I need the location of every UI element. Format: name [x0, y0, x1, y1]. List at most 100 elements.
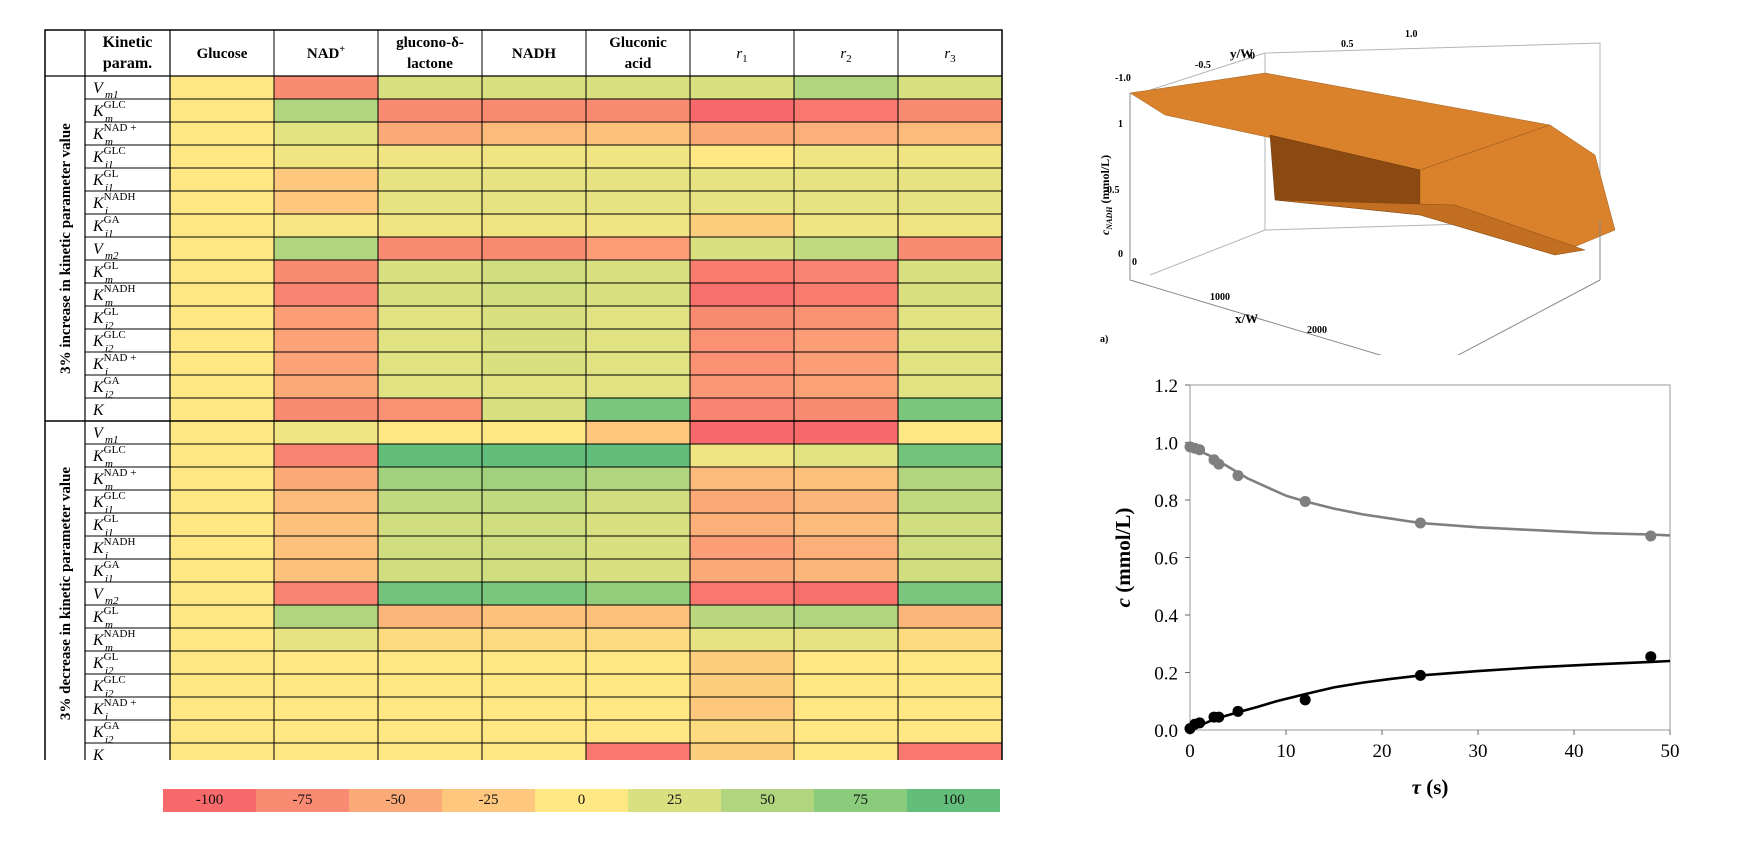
heat-cell — [273, 351, 379, 376]
heat-cell — [897, 604, 1003, 629]
heat-cell — [169, 742, 275, 760]
heat-cell — [273, 420, 379, 445]
heat-cell — [169, 144, 275, 169]
param-label: K — [92, 402, 105, 419]
param-label: KGA i2 — [92, 375, 120, 401]
heat-cell — [585, 443, 691, 468]
heat-cell — [481, 558, 587, 583]
z-tick-1: 1 — [1118, 119, 1123, 130]
heat-cell — [273, 305, 379, 330]
heat-cell — [273, 650, 379, 675]
column-header: r3 — [944, 46, 956, 65]
heat-cell — [377, 374, 483, 399]
heat-cell — [585, 627, 691, 652]
heat-cell — [481, 581, 587, 606]
heat-cell — [793, 351, 899, 376]
heat-cell — [585, 374, 691, 399]
heat-cell — [481, 535, 587, 560]
heat-cell — [169, 581, 275, 606]
param-header-line1: Kinetic — [103, 34, 153, 51]
data-point — [1194, 444, 1206, 456]
heat-cell — [481, 420, 587, 445]
color-scale-legend: -100 -75 -50 -25 0 25 50 75 100 — [163, 789, 1000, 812]
heat-cell — [793, 466, 899, 491]
heat-cell — [585, 512, 691, 537]
heat-cell — [689, 558, 795, 583]
param-label: KGA i1 — [92, 214, 120, 240]
heat-cell — [169, 627, 275, 652]
x-tick-label: 50 — [1661, 741, 1680, 762]
heat-cell — [169, 328, 275, 353]
heat-cell — [897, 489, 1003, 514]
heat-cell — [169, 673, 275, 698]
heat-cell — [793, 144, 899, 169]
heat-cell — [793, 443, 899, 468]
table-frame — [44, 29, 1003, 760]
heat-cell — [793, 236, 899, 261]
param-label: KNAD + m — [92, 122, 136, 148]
y-axis-title: c (mmol/L) — [1111, 508, 1135, 608]
param-label: KNAD + m — [92, 467, 136, 493]
heat-cell — [897, 673, 1003, 698]
x-tick-label: 20 — [1373, 741, 1392, 762]
heat-cell — [273, 742, 379, 760]
heat-cell — [481, 742, 587, 760]
heat-cell — [793, 213, 899, 238]
panel-label-a: a) — [1100, 334, 1108, 345]
heat-cell — [689, 420, 795, 445]
heat-cell — [273, 719, 379, 744]
heat-cell — [273, 397, 379, 422]
heat-cell — [169, 604, 275, 629]
heat-cell — [377, 236, 483, 261]
heat-cell — [689, 236, 795, 261]
y-tick-m1: -1.0 — [1115, 73, 1131, 84]
data-point — [1299, 495, 1311, 507]
heat-cell — [897, 328, 1003, 353]
heat-cell — [169, 167, 275, 192]
data-point — [1232, 470, 1244, 482]
column-header-line2: lactone — [407, 56, 453, 72]
group-label: 3% increase in kinetic parameter value — [58, 123, 74, 374]
heat-cell — [585, 397, 691, 422]
heat-cell — [169, 466, 275, 491]
param-header-line2: param. — [103, 55, 152, 72]
y-tick-label: 1.0 — [1154, 434, 1178, 455]
heat-cell — [793, 397, 899, 422]
heat-cell — [273, 558, 379, 583]
heat-cell — [481, 167, 587, 192]
heat-cell — [689, 512, 795, 537]
heat-cell — [169, 535, 275, 560]
heat-cell — [273, 696, 379, 721]
column-header: NADH — [512, 46, 556, 62]
legend-swatch: -100 — [163, 789, 256, 812]
heat-cell — [169, 443, 275, 468]
heat-cell — [273, 581, 379, 606]
heat-cell — [793, 489, 899, 514]
heat-cell — [169, 190, 275, 215]
heat-cell — [793, 627, 899, 652]
legend-swatch: -75 — [256, 789, 349, 812]
heat-cell — [273, 627, 379, 652]
heat-cell — [169, 650, 275, 675]
heat-cell — [897, 558, 1003, 583]
heat-cell — [689, 213, 795, 238]
z-axis-title: cNADH (mmol/L) — [1098, 155, 1114, 235]
y-tick-m05: -0.5 — [1195, 60, 1211, 71]
heat-cell — [689, 98, 795, 123]
heat-cell — [689, 121, 795, 146]
heat-cell — [169, 397, 275, 422]
heat-cell — [377, 420, 483, 445]
heat-cell — [273, 98, 379, 123]
heat-cell — [793, 558, 899, 583]
heat-cell — [585, 719, 691, 744]
heat-cell — [897, 581, 1003, 606]
param-label: KGL i1 — [92, 513, 119, 539]
column-header: NAD+ — [307, 44, 346, 62]
data-point — [1213, 711, 1225, 723]
heat-cell — [897, 696, 1003, 721]
heat-cell — [897, 121, 1003, 146]
y-tick-label: 0.0 — [1154, 721, 1178, 742]
heat-cell — [897, 98, 1003, 123]
heat-cell — [585, 305, 691, 330]
